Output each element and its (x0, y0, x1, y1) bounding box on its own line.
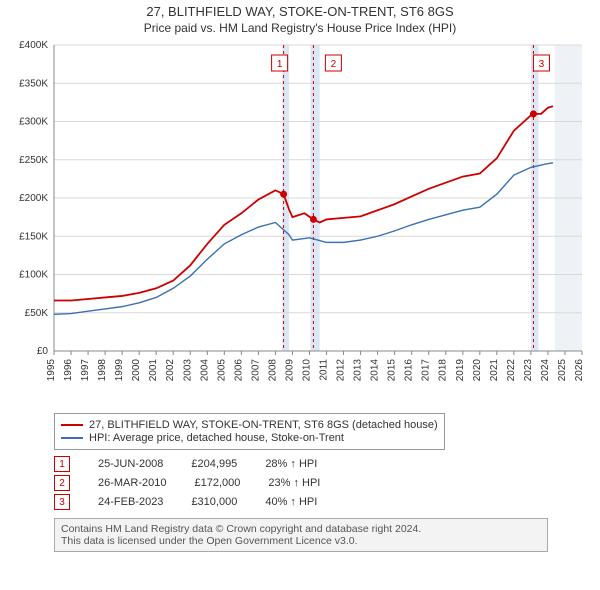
annotation-marker: 1 (54, 456, 70, 472)
svg-text:3: 3 (539, 59, 545, 70)
chart-titles: 27, BLITHFIELD WAY, STOKE-ON-TRENT, ST6 … (0, 0, 600, 37)
annotation-date: 25-JUN-2008 (98, 458, 163, 470)
legend: 27, BLITHFIELD WAY, STOKE-ON-TRENT, ST6 … (54, 413, 445, 450)
footer: Contains HM Land Registry data © Crown c… (54, 518, 548, 552)
svg-text:1: 1 (277, 59, 283, 70)
annotation-marker: 3 (54, 494, 70, 510)
svg-text:£250K: £250K (19, 155, 48, 166)
annotations-table: 1 25-JUN-2008 £204,995 28% ↑ HPI 2 26-MA… (54, 456, 590, 510)
svg-text:£350K: £350K (19, 78, 48, 89)
svg-text:2011: 2011 (319, 359, 330, 381)
svg-text:2023: 2023 (523, 359, 534, 382)
annotation-marker: 2 (54, 475, 70, 491)
annotation-delta: 28% ↑ HPI (265, 458, 317, 470)
title-sub: Price paid vs. HM Land Registry's House … (0, 21, 600, 35)
svg-text:2014: 2014 (370, 359, 381, 382)
svg-text:2025: 2025 (557, 359, 568, 382)
svg-text:2003: 2003 (182, 359, 193, 382)
legend-row: 27, BLITHFIELD WAY, STOKE-ON-TRENT, ST6 … (61, 419, 438, 431)
svg-text:£100K: £100K (19, 270, 48, 281)
footer-line: Contains HM Land Registry data © Crown c… (61, 523, 541, 535)
svg-text:2020: 2020 (472, 359, 483, 382)
svg-text:£300K: £300K (19, 117, 48, 128)
footer-line: This data is licensed under the Open Gov… (61, 535, 541, 547)
svg-text:2004: 2004 (199, 359, 210, 382)
annotation-row: 2 26-MAR-2010 £172,000 23% ↑ HPI (54, 475, 590, 491)
annotation-date: 24-FEB-2023 (98, 496, 163, 508)
svg-text:2017: 2017 (421, 359, 432, 382)
annotation-date: 26-MAR-2010 (98, 477, 166, 489)
svg-text:2016: 2016 (404, 359, 415, 382)
chart-area: £0 £50K £100K £150K £200K £250K £300K £350K £400… (0, 37, 600, 407)
annotation-row: 1 25-JUN-2008 £204,995 28% ↑ HPI (54, 456, 590, 472)
svg-text:2006: 2006 (233, 359, 244, 382)
svg-text:£0: £0 (37, 346, 49, 357)
legend-label: 27, BLITHFIELD WAY, STOKE-ON-TRENT, ST6 … (89, 419, 438, 431)
svg-text:2001: 2001 (148, 359, 159, 382)
svg-text:2015: 2015 (387, 359, 398, 382)
svg-text:2008: 2008 (267, 359, 278, 382)
svg-text:2005: 2005 (216, 359, 227, 382)
chart-svg: £0 £50K £100K £150K £200K £250K £300K £350K £400… (0, 37, 600, 407)
svg-text:2019: 2019 (455, 359, 466, 382)
svg-text:2026: 2026 (574, 359, 585, 382)
annotation-price: £204,995 (191, 458, 237, 470)
legend-label: HPI: Average price, detached house, Stok… (89, 432, 344, 444)
svg-text:2021: 2021 (489, 359, 500, 382)
annotation-row: 3 24-FEB-2023 £310,000 40% ↑ HPI (54, 494, 590, 510)
title-main: 27, BLITHFIELD WAY, STOKE-ON-TRENT, ST6 … (0, 4, 600, 19)
svg-text:1997: 1997 (80, 359, 91, 382)
svg-text:2: 2 (331, 59, 337, 70)
legend-row: HPI: Average price, detached house, Stok… (61, 432, 438, 444)
legend-swatch (61, 424, 83, 426)
svg-text:£200K: £200K (19, 193, 48, 204)
svg-text:2002: 2002 (165, 359, 176, 382)
svg-text:2010: 2010 (301, 359, 312, 382)
svg-text:£150K: £150K (19, 231, 48, 242)
svg-text:2000: 2000 (131, 359, 142, 382)
svg-text:2007: 2007 (250, 359, 261, 382)
svg-text:1996: 1996 (63, 359, 74, 382)
svg-text:2024: 2024 (540, 359, 551, 382)
svg-text:2022: 2022 (506, 359, 517, 382)
svg-text:2009: 2009 (284, 359, 295, 382)
annotation-price: £172,000 (194, 477, 240, 489)
legend-swatch (61, 437, 83, 439)
svg-text:£50K: £50K (25, 308, 49, 319)
svg-text:2012: 2012 (336, 359, 347, 382)
page: 27, BLITHFIELD WAY, STOKE-ON-TRENT, ST6 … (0, 0, 600, 552)
annotation-price: £310,000 (191, 496, 237, 508)
svg-text:£400K: £400K (19, 40, 48, 51)
svg-text:2013: 2013 (353, 359, 364, 382)
svg-text:2018: 2018 (438, 359, 449, 382)
annotation-delta: 23% ↑ HPI (268, 477, 320, 489)
annotation-delta: 40% ↑ HPI (265, 496, 317, 508)
svg-text:1995: 1995 (46, 359, 57, 382)
svg-text:1999: 1999 (114, 359, 125, 382)
svg-text:1998: 1998 (97, 359, 108, 382)
